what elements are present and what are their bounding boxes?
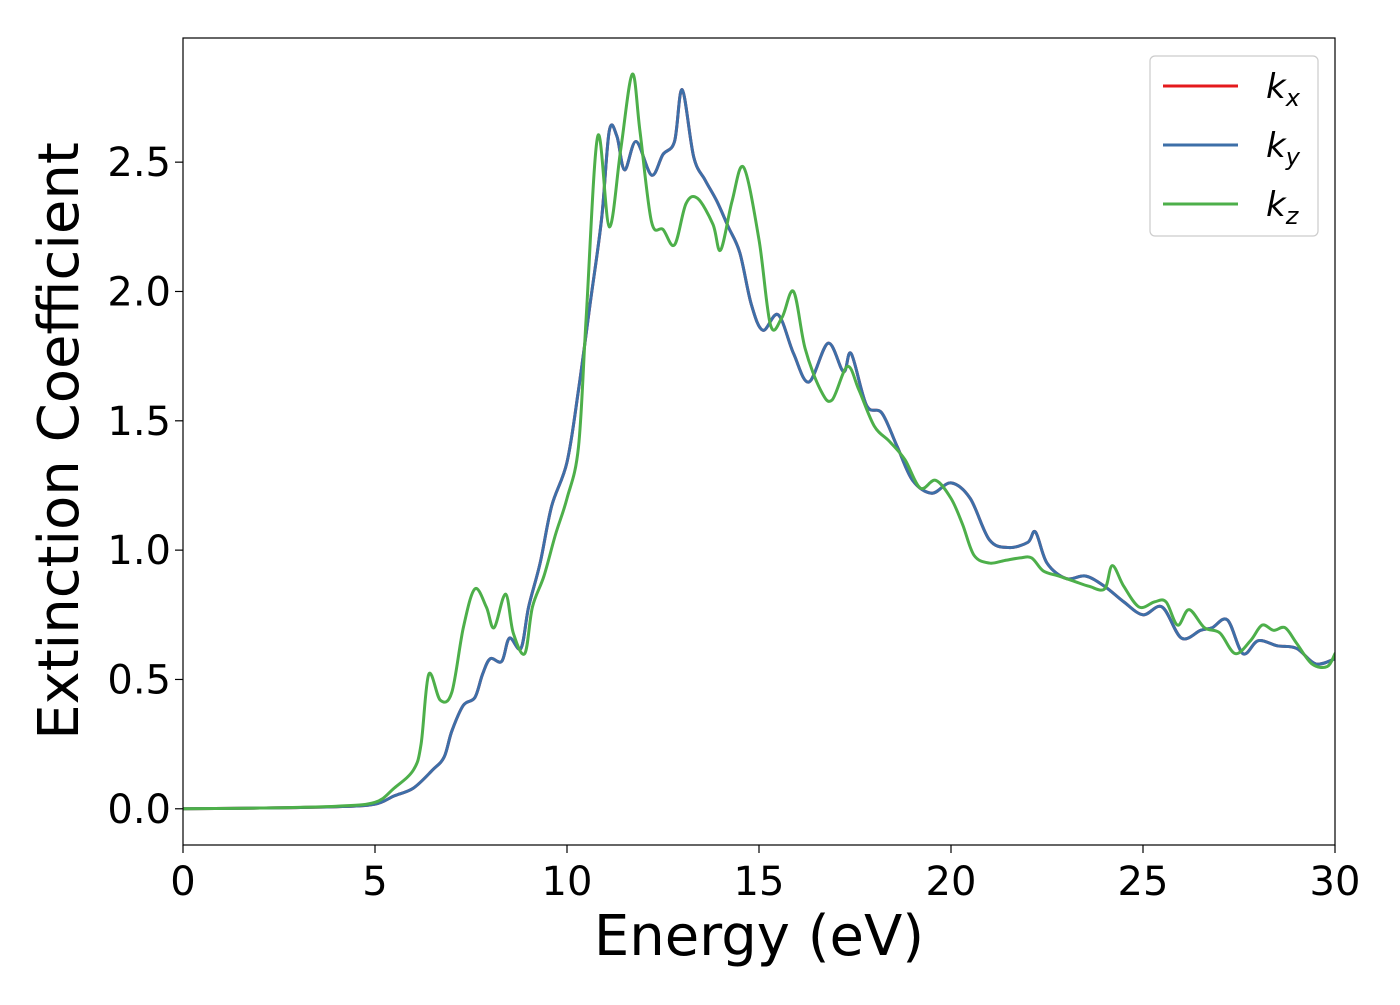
legend-subscript-z: z: [1285, 202, 1300, 230]
legend-subscript-y: y: [1285, 143, 1301, 171]
y-tick-label: 2.5: [107, 140, 171, 186]
x-axis-title: Energy (eV): [594, 904, 924, 969]
y-axis: 0.0 0.5 1.0 1.5 2.0 2.5: [107, 140, 183, 833]
x-tick-label: 15: [734, 859, 785, 905]
x-tick-label: 5: [362, 859, 387, 905]
series-line-z: [183, 72, 1335, 811]
y-axis-title: Extinction Coefficient: [27, 142, 92, 740]
x-tick-label: 10: [542, 859, 593, 905]
x-tick-label: 0: [170, 859, 195, 905]
y-tick-label: 1.0: [107, 528, 171, 574]
x-tick-label: 25: [1118, 859, 1169, 905]
series-line-y: [183, 88, 1335, 811]
legend-subscript-x: x: [1285, 84, 1301, 112]
y-tick-label: 1.5: [107, 399, 171, 445]
x-tick-label: 20: [926, 859, 977, 905]
x-axis: 0 5 10 15 20 25 30: [170, 845, 1360, 905]
series-layer: [183, 72, 1335, 811]
y-tick-label: 0.5: [107, 657, 171, 703]
y-tick-label: 2.0: [107, 269, 171, 315]
x-tick-label: 30: [1310, 859, 1361, 905]
y-tick-label: 0.0: [107, 787, 171, 833]
